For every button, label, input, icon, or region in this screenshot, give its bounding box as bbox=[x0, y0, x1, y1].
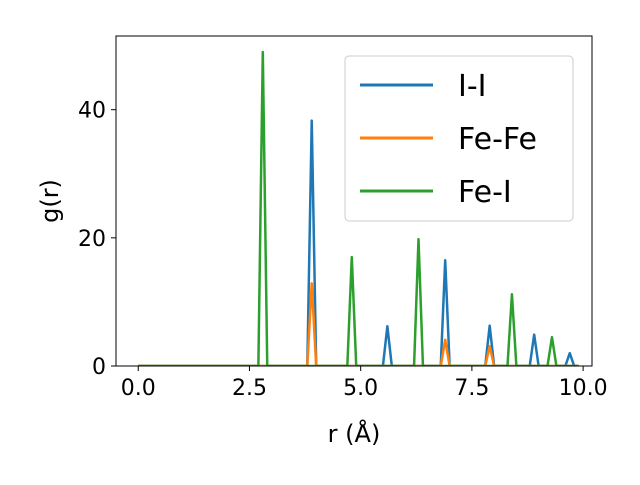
x-tick-label: 5.0 bbox=[343, 376, 378, 401]
legend-label: Fe-Fe bbox=[458, 122, 537, 157]
x-tick-label: 7.5 bbox=[454, 376, 489, 401]
legend: I-I Fe-Fe Fe-I bbox=[344, 55, 574, 222]
x-tick-label: 2.5 bbox=[232, 376, 267, 401]
y-tick-label: 0 bbox=[92, 355, 106, 380]
legend-label: I-I bbox=[458, 69, 487, 104]
legend-box bbox=[344, 55, 574, 222]
series-line-fe-i bbox=[138, 50, 579, 366]
plot-frame bbox=[115, 35, 593, 367]
y-tick-label: 40 bbox=[78, 99, 106, 124]
y-axis-label: g(r) bbox=[36, 179, 64, 223]
series-line-fe-fe bbox=[138, 282, 579, 366]
series-layer bbox=[138, 50, 579, 366]
y-tick-label: 20 bbox=[78, 227, 106, 252]
x-tick-label: 10.0 bbox=[559, 376, 608, 401]
x-axis: 0.0 2.5 5.0 7.5 10.0 bbox=[121, 366, 608, 401]
legend-label: Fe-I bbox=[458, 175, 512, 210]
y-axis: 0 20 40 bbox=[78, 99, 116, 380]
x-axis-label: r (Å) bbox=[328, 419, 381, 448]
x-tick-label: 0.0 bbox=[121, 376, 156, 401]
